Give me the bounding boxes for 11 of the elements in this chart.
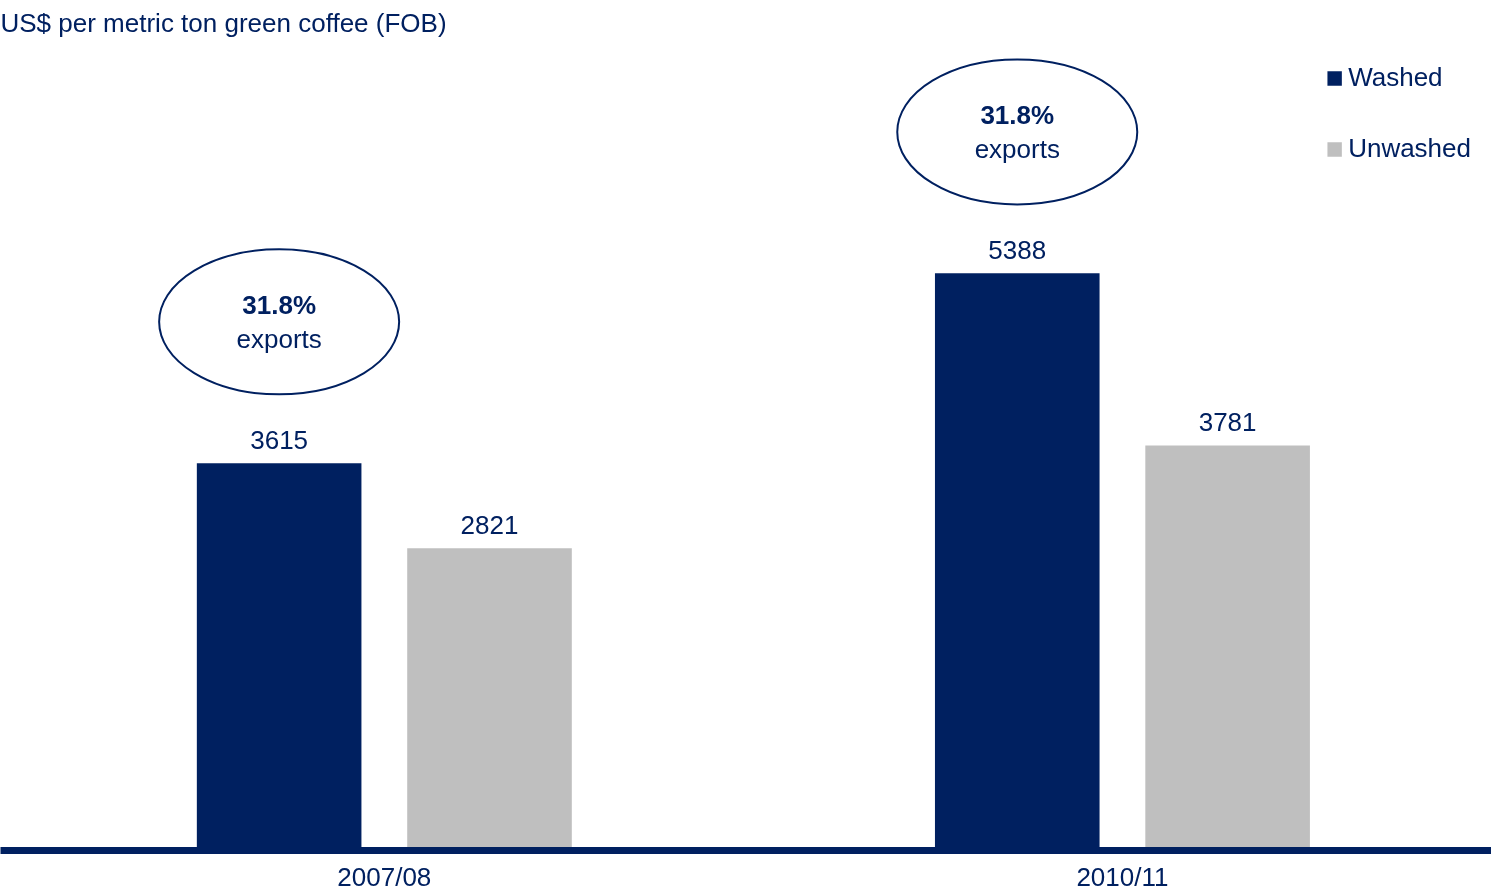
annotation: 31.8% exports (236, 289, 322, 354)
text: 31.8% exports (974, 99, 1060, 164)
data-label: 2821 (460, 510, 519, 541)
data-label: 5388 (988, 235, 1047, 266)
chart-subtitle: US$ per metric ton green coffee (FOB) (0, 7, 447, 38)
legend-label: Unwashed (1348, 133, 1471, 164)
data-label: 3615 (250, 425, 309, 456)
legend-label: Washed (1348, 62, 1443, 93)
data-label: 3781 (1198, 407, 1257, 438)
x-tick-label: 2007/08 (337, 861, 432, 892)
x-tick-label: 2010/11 (1076, 861, 1169, 892)
